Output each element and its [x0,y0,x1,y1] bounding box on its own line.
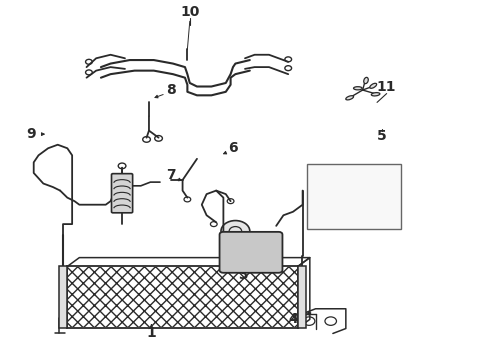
FancyBboxPatch shape [220,232,282,273]
Ellipse shape [370,83,377,88]
Circle shape [317,175,358,205]
Text: 2: 2 [109,199,119,213]
Text: 10: 10 [180,5,199,19]
Bar [68,267,297,328]
Text: 7: 7 [166,168,175,182]
Text: 11: 11 [377,80,396,94]
Text: 3: 3 [238,268,247,282]
Ellipse shape [364,77,368,84]
Bar [67,266,298,328]
Ellipse shape [371,93,380,96]
Text: 6: 6 [228,141,238,155]
Ellipse shape [346,96,354,100]
FancyBboxPatch shape [112,174,133,213]
Text: 8: 8 [166,83,175,97]
Text: 5: 5 [377,129,387,143]
Text: 9: 9 [26,127,36,141]
Bar [59,266,67,328]
Ellipse shape [353,87,362,90]
Bar [298,266,306,328]
Text: 4: 4 [288,312,298,327]
Circle shape [221,221,250,242]
Bar [307,164,401,229]
Text: 1: 1 [147,327,156,341]
